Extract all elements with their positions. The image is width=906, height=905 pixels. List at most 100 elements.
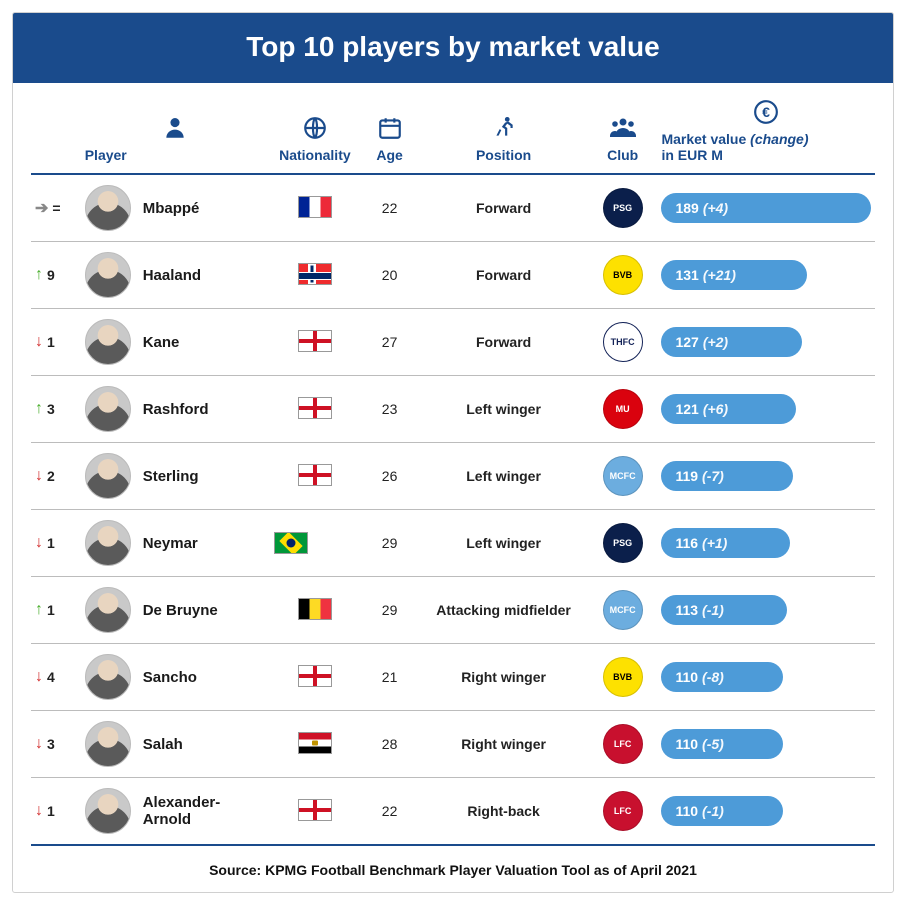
value-bar-container: 119 (-7) <box>661 461 871 491</box>
value-bar-container: 110 (-1) <box>661 796 871 826</box>
club-badge: THFC <box>603 322 643 362</box>
value-bar: 131 (+21) <box>661 260 806 290</box>
value-number: 113 <box>675 602 698 618</box>
player-name: Alexander-Arnold <box>143 794 266 828</box>
position-value: Left winger <box>419 376 587 443</box>
player-cell: Neymar <box>85 520 266 566</box>
rank-change-value: 3 <box>47 401 55 417</box>
value-change: (-8) <box>702 669 724 685</box>
col-value-label-1: Market value (change) <box>661 131 871 147</box>
position-value: Forward <box>419 309 587 376</box>
value-bar-container: 127 (+2) <box>661 327 871 357</box>
age-value: 22 <box>360 174 420 242</box>
table-row: ↓ 1 Neymar 29Left wingerPSG 116 (+1) <box>31 510 875 577</box>
value-number: 110 <box>675 736 698 752</box>
col-age-header: Age <box>360 93 420 174</box>
col-position-label: Position <box>476 147 531 163</box>
value-change: (+6) <box>703 401 728 417</box>
value-bar-container: 116 (+1) <box>661 528 871 558</box>
player-avatar <box>85 788 131 834</box>
player-avatar <box>85 252 131 298</box>
club-badge: PSG <box>603 523 643 563</box>
table-row: ↑ 9 Haaland 20ForwardBVB 131 (+21) <box>31 242 875 309</box>
calendar-icon <box>377 115 403 141</box>
flag-icon <box>298 732 332 754</box>
age-value: 28 <box>360 711 420 778</box>
value-change: (+1) <box>702 535 727 551</box>
club-badge: LFC <box>603 791 643 831</box>
players-table: Player Nationality Age Position <box>31 93 875 846</box>
position-value: Right-back <box>419 778 587 846</box>
age-value: 21 <box>360 644 420 711</box>
club-badge: BVB <box>603 657 643 697</box>
rank-trend: ↓ 1 <box>35 802 77 820</box>
position-value: Attacking midfielder <box>419 577 587 644</box>
table-row: ↓ 4 Sancho 21Right wingerBVB 110 (-8) <box>31 644 875 711</box>
table-row: ↓ 1 Alexander-Arnold 22Right-backLFC 110… <box>31 778 875 846</box>
col-nationality-header: Nationality <box>270 93 360 174</box>
flag-icon <box>298 598 332 620</box>
svg-text:€: € <box>762 104 770 120</box>
player-avatar <box>85 319 131 365</box>
rank-change-value: 4 <box>47 669 55 685</box>
value-bar: 189 (+4) <box>661 193 871 223</box>
value-bar: 110 (-8) <box>661 662 783 692</box>
value-change: (+2) <box>703 334 728 350</box>
source-line: Source: KPMG Football Benchmark Player V… <box>13 850 893 892</box>
player-avatar <box>85 721 131 767</box>
position-value: Forward <box>419 242 587 309</box>
rank-trend: ↓ 4 <box>35 668 77 686</box>
trend-arrow-icon: ↑ <box>35 400 43 418</box>
value-number: 127 <box>675 334 698 350</box>
value-bar: 113 (-1) <box>661 595 786 625</box>
table-container: Player Nationality Age Position <box>13 83 893 850</box>
rank-trend: ↓ 2 <box>35 467 77 485</box>
infographic-card: Top 10 players by market value Player Na… <box>12 12 894 893</box>
rank-trend: ↑ 9 <box>35 266 77 284</box>
trend-arrow-icon: ↓ <box>35 467 43 485</box>
flag-icon <box>298 263 332 285</box>
euro-icon: € <box>753 99 779 125</box>
title-text: Top 10 players by market value <box>246 31 659 62</box>
player-name: Rashford <box>143 401 209 418</box>
club-badge: BVB <box>603 255 643 295</box>
age-value: 29 <box>360 510 420 577</box>
table-row: ↑ 1 De Bruyne 29Attacking midfielderMCFC… <box>31 577 875 644</box>
trend-arrow-icon: ↓ <box>35 802 43 820</box>
rank-change-value: 1 <box>47 602 55 618</box>
rank-trend: ↑ 1 <box>35 601 77 619</box>
col-player-header: Player <box>81 93 270 174</box>
table-row: ↑ 3 Rashford 23Left wingerMU 121 (+6) <box>31 376 875 443</box>
player-name: Sterling <box>143 468 199 485</box>
player-cell: Haaland <box>85 252 266 298</box>
player-avatar <box>85 185 131 231</box>
value-bar-container: 113 (-1) <box>661 595 871 625</box>
age-value: 27 <box>360 309 420 376</box>
player-name: Sancho <box>143 669 197 686</box>
col-club-header: Club <box>588 93 658 174</box>
rank-change-value: 1 <box>47 334 55 350</box>
rank-change-value: = <box>52 200 60 216</box>
trend-arrow-icon: ↓ <box>35 735 43 753</box>
col-rank-header <box>31 93 81 174</box>
value-bar: 110 (-1) <box>661 796 783 826</box>
table-body: ➔ = Mbappé 22ForwardPSG 189 (+4) ↑ 9 Haa… <box>31 174 875 845</box>
value-number: 110 <box>675 669 698 685</box>
value-bar-container: 189 (+4) <box>661 193 871 223</box>
flag-icon <box>274 532 308 554</box>
value-change: (-5) <box>702 736 724 752</box>
globe-icon <box>302 115 328 141</box>
rank-trend: ↓ 1 <box>35 534 77 552</box>
flag-icon <box>298 665 332 687</box>
col-nationality-label: Nationality <box>279 147 351 163</box>
club-badge: PSG <box>603 188 643 228</box>
player-avatar <box>85 386 131 432</box>
person-icon <box>162 115 188 141</box>
col-player-label: Player <box>85 147 127 163</box>
player-cell: Mbappé <box>85 185 266 231</box>
trend-arrow-icon: ↑ <box>35 601 43 619</box>
table-row: ↓ 2 Sterling 26Left wingerMCFC 119 (-7) <box>31 443 875 510</box>
player-cell: Sterling <box>85 453 266 499</box>
col-position-header: Position <box>419 93 587 174</box>
title-bar: Top 10 players by market value <box>13 13 893 83</box>
